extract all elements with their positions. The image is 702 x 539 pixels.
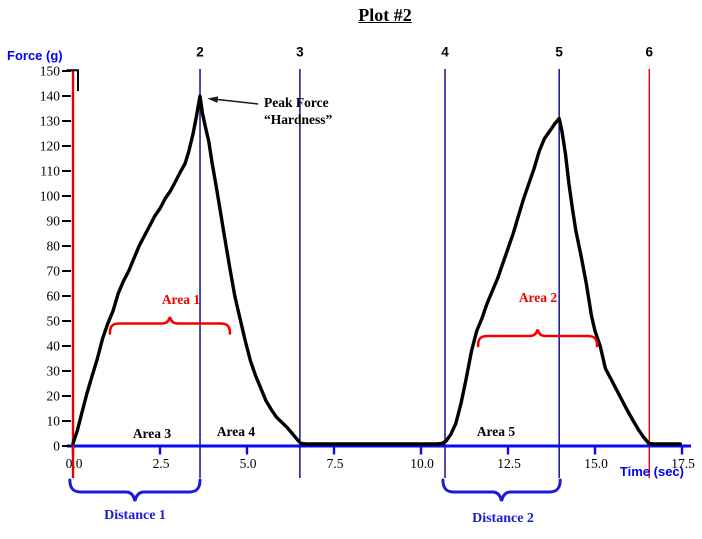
distance-brace-2 — [441, 478, 562, 502]
peak-annotation-line1: Peak Force — [264, 95, 329, 110]
area4-label: Area 4 — [216, 424, 256, 439]
marker-label-2: 2 — [196, 45, 204, 60]
x-tick-label: 15.0 — [584, 456, 608, 471]
y-tick-label: 100 — [40, 189, 61, 204]
y-axis-title: Force (g) — [7, 48, 63, 63]
y-tick-label: 130 — [40, 114, 61, 129]
x-tick-label: 5.0 — [240, 456, 257, 471]
area-brace-2 — [476, 329, 599, 348]
area1-label: Area 1 — [161, 292, 201, 307]
x-tick-label: 7.5 — [327, 456, 344, 471]
x-tick-label: 10.0 — [410, 456, 434, 471]
y-tick-label: 60 — [47, 289, 61, 304]
y-tick-label: 120 — [40, 139, 61, 154]
y-tick-label: 10 — [47, 414, 61, 429]
area-brace-1 — [108, 316, 232, 335]
peak-arrow-line — [215, 98, 259, 105]
chart-title: Plot #2 — [358, 5, 412, 25]
x-tick-label: 2.5 — [153, 456, 170, 471]
y-tick-label: 20 — [47, 389, 61, 404]
force-curve — [71, 94, 682, 446]
peak-annotation-line2: “Hardness” — [264, 111, 333, 127]
y-tick-label: 30 — [47, 364, 61, 379]
marker-label-4: 4 — [441, 45, 449, 60]
distance1-label: Distance 1 — [104, 508, 166, 523]
distance2-label: Distance 2 — [472, 511, 534, 526]
y-tick-label: 110 — [40, 164, 60, 179]
y-tick-label: 50 — [47, 314, 61, 329]
x-tick-label: 12.5 — [497, 456, 521, 471]
peak-arrow-head — [207, 96, 219, 103]
y-tick-label: 0 — [53, 439, 60, 454]
x-axis-title: Time (sec) — [619, 464, 684, 479]
y-tick-label: 40 — [47, 339, 61, 354]
y-tick-label: 70 — [47, 264, 61, 279]
y-tick-label: 150 — [40, 64, 61, 79]
marker-label-5: 5 — [555, 45, 563, 60]
area5-label: Area 5 — [476, 424, 516, 439]
x-tick-label: 17.5 — [671, 456, 695, 471]
area3-label: Area 3 — [132, 426, 172, 441]
y-tick-label: 80 — [47, 239, 61, 254]
marker-label-3: 3 — [296, 45, 304, 60]
y-tick-label: 140 — [40, 89, 61, 104]
marker-label-6: 6 — [646, 45, 654, 60]
area2-label: Area 2 — [518, 290, 558, 305]
peak-annotation: Peak Force “Hardness” — [264, 95, 332, 128]
distance-brace-1 — [68, 478, 202, 502]
y-tick-label: 90 — [47, 214, 61, 229]
